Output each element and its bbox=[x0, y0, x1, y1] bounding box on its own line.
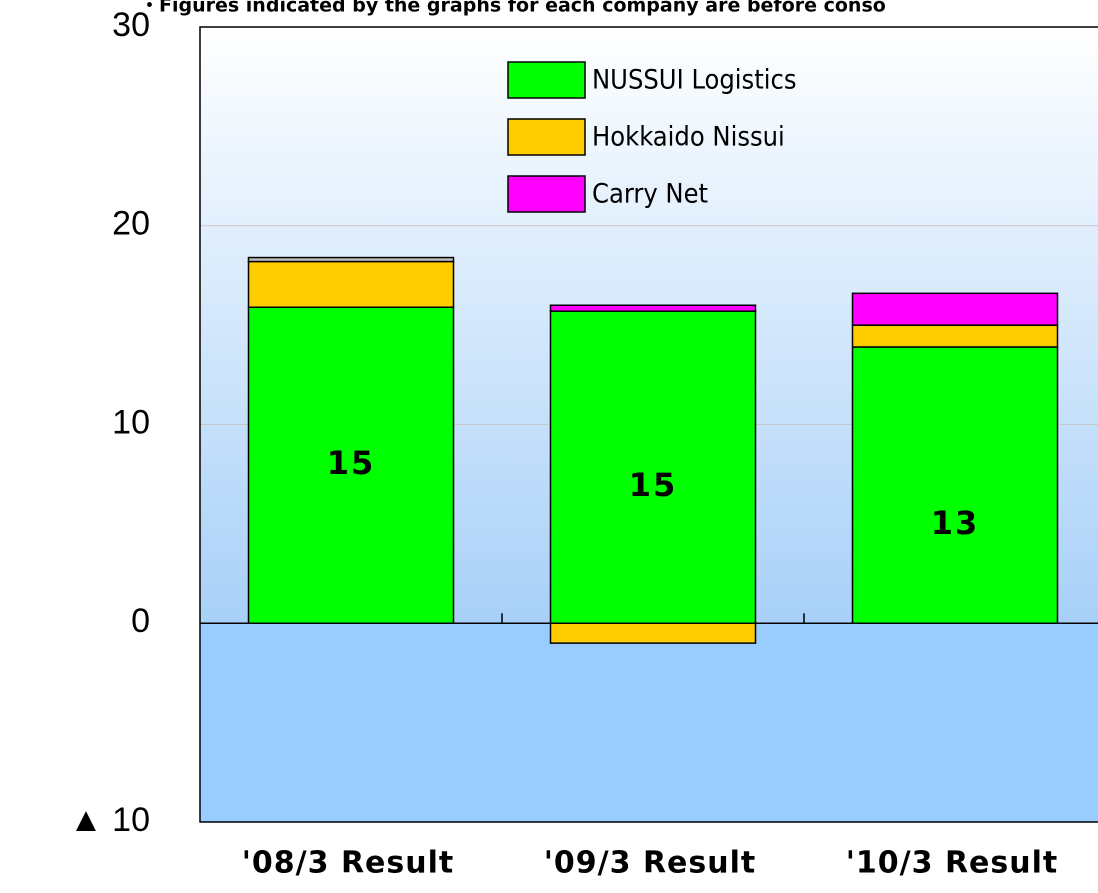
plot-border bbox=[199, 26, 1098, 823]
y-tick-label: 30 bbox=[112, 6, 150, 44]
legend-swatch bbox=[507, 118, 586, 156]
legend-label: Carry Net bbox=[592, 179, 708, 210]
x-tick-label: '09/3 Result bbox=[544, 846, 757, 881]
y-tick-label: 20 bbox=[112, 205, 150, 243]
legend-label: Hokkaido Nissui bbox=[592, 122, 785, 153]
bar-segment bbox=[549, 622, 757, 644]
legend-swatch bbox=[507, 175, 586, 213]
bar-segment bbox=[851, 292, 1059, 326]
bar-segment bbox=[851, 324, 1059, 348]
bar-segment bbox=[247, 256, 455, 263]
bar-segment bbox=[247, 260, 455, 308]
y-tick-label: ▲ 10 bbox=[69, 801, 150, 839]
legend-label: NUSSUI Logistics bbox=[592, 65, 796, 96]
bar-segment bbox=[851, 346, 1059, 624]
note: ・Figures indicated by the graphs for eac… bbox=[140, 0, 886, 17]
x-tick-label: '10/3 Result bbox=[846, 846, 1059, 881]
y-tick-label: 0 bbox=[131, 602, 150, 640]
legend-swatch bbox=[507, 61, 586, 99]
x-tick-label: '08/3 Result bbox=[242, 846, 455, 881]
data-label: 13 bbox=[931, 504, 980, 542]
bar-segment bbox=[549, 304, 757, 312]
data-label: 15 bbox=[629, 466, 678, 504]
bar-segment bbox=[247, 306, 455, 624]
y-tick-label: 10 bbox=[112, 403, 150, 441]
data-label: 15 bbox=[327, 444, 376, 482]
bar-segment bbox=[549, 310, 757, 624]
plot-background-lower bbox=[200, 623, 1098, 822]
